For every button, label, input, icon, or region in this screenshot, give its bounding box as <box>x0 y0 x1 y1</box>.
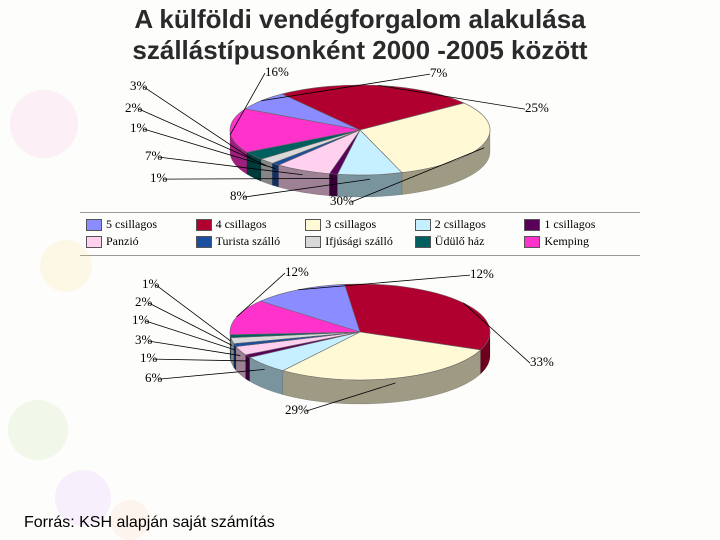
legend-swatch <box>415 219 431 231</box>
legend-label: Üdülő ház <box>435 234 485 249</box>
pie-slice-label: 7% <box>430 65 447 81</box>
pie-side <box>234 344 236 371</box>
pie-slice-label: 1% <box>140 350 157 366</box>
slide-root: A külföldi vendégforgalom alakulása szál… <box>0 0 720 540</box>
legend-label: 3 csillagos <box>325 217 376 232</box>
legend-swatch <box>196 236 212 248</box>
legend-swatch <box>524 236 540 248</box>
pie-slice-label: 6% <box>145 370 162 386</box>
pie-side <box>272 164 278 188</box>
legend-label: 1 csillagos <box>544 217 595 232</box>
legend-item: 3 csillagos <box>305 217 415 232</box>
legend-item: Ifjúsági szálló <box>305 234 415 249</box>
legend-swatch <box>86 219 102 231</box>
legend-item: Üdülő ház <box>415 234 525 249</box>
legend-item: Panzió <box>86 234 196 249</box>
pie-slice-label: 1% <box>150 170 167 186</box>
pie-slice-label: 25% <box>525 100 549 116</box>
legend-swatch <box>196 219 212 231</box>
legend-label: 2 csillagos <box>435 217 486 232</box>
legend-item: 2 csillagos <box>415 217 525 232</box>
pie-slice-label: 2% <box>135 294 152 310</box>
pie-slice-label: 30% <box>330 193 354 209</box>
pie-slice-label: 12% <box>470 266 494 282</box>
pie-slice-label: 29% <box>285 402 309 418</box>
legend-row: Panzió Turista szálló Ifjúsági szálló Üdülő… <box>86 234 634 251</box>
slide-title: A külföldi vendégforgalom alakulása szál… <box>20 4 700 66</box>
pie-slice-label: 12% <box>285 264 309 280</box>
pie-leader <box>146 321 235 350</box>
pie-slice-label: 2% <box>125 100 142 116</box>
pie-leader <box>149 303 232 345</box>
pie-leader <box>156 285 230 341</box>
legend-swatch <box>86 236 102 248</box>
pie-leader <box>149 341 240 355</box>
pie-slice-label: 3% <box>130 78 147 94</box>
legend-swatch <box>524 219 540 231</box>
pie-slice-label: 1% <box>142 276 159 292</box>
pie-slice-label: 16% <box>265 64 289 80</box>
legend-swatch <box>305 236 321 248</box>
legend-item: 5 csillagos <box>86 217 196 232</box>
legend-item: 1 csillagos <box>524 217 634 232</box>
pie-slice-label: 33% <box>530 354 554 370</box>
legend-label: 4 csillagos <box>216 217 267 232</box>
legend-box: 5 csillagos 4 csillagos 3 csillagos 2 csill… <box>80 212 640 256</box>
legend-row: 5 csillagos 4 csillagos 3 csillagos 2 csill… <box>86 217 634 234</box>
legend-swatch <box>415 236 431 248</box>
legend-item: Turista szálló <box>196 234 306 249</box>
pie-chart-top: 7%25%30%8%1%7%1%2%3%16% <box>20 70 700 210</box>
legend: 5 csillagos 4 csillagos 3 csillagos 2 csill… <box>80 212 640 256</box>
legend-label: Kemping <box>544 234 589 249</box>
legend-label: Ifjúsági szálló <box>325 234 393 249</box>
legend-label: Turista szálló <box>216 234 281 249</box>
legend-item: Kemping <box>524 234 634 249</box>
legend-item: 4 csillagos <box>196 217 306 232</box>
pie-side <box>261 160 272 186</box>
legend-swatch <box>305 219 321 231</box>
pie-slice-label: 3% <box>135 332 152 348</box>
pie-slice-label: 8% <box>230 188 247 204</box>
pie-slice-label: 1% <box>130 120 147 136</box>
pie-slice-label: 7% <box>145 148 162 164</box>
pie-chart-bottom: 12% 33% 29% 6% 1% 3% 1% 2% 1% 12% <box>20 262 700 422</box>
legend-label: Panzió <box>106 234 139 249</box>
pie-slice-label: 1% <box>132 312 149 328</box>
pie-side <box>246 355 250 382</box>
legend-label: 5 csillagos <box>106 217 157 232</box>
source-citation: Forrás: KSH alapján saját számítás <box>24 514 275 532</box>
